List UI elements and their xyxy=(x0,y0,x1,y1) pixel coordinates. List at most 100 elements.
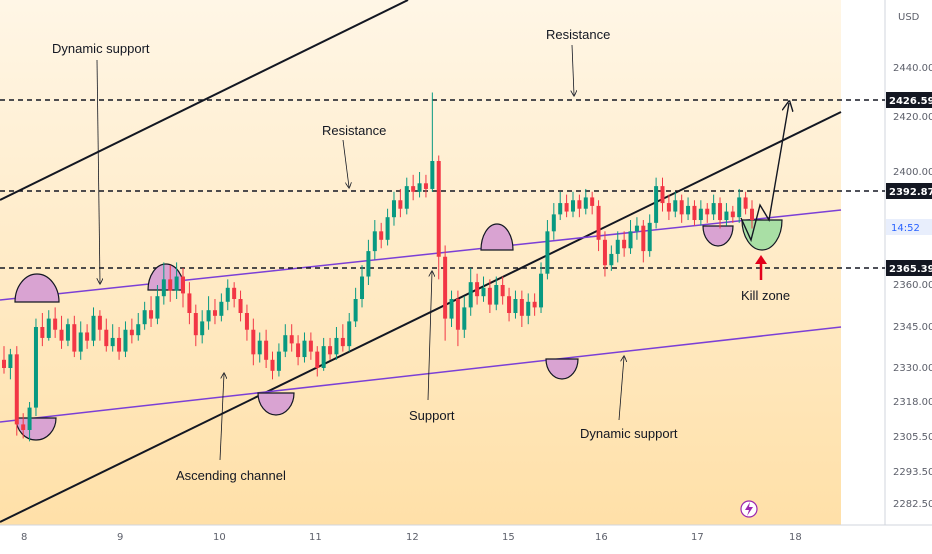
candle xyxy=(673,191,678,218)
candle xyxy=(276,343,281,377)
ascending-channel-upper-line[interactable] xyxy=(0,0,409,201)
candle xyxy=(200,310,205,344)
touch-marker-1 xyxy=(14,273,60,303)
candle xyxy=(78,321,83,360)
pointer-support xyxy=(427,272,432,401)
candle xyxy=(308,332,313,360)
candle xyxy=(161,262,166,305)
candle xyxy=(155,285,160,325)
candle xyxy=(372,220,377,260)
candle xyxy=(686,197,691,221)
candle xyxy=(366,239,371,285)
candle xyxy=(232,282,237,308)
candle xyxy=(251,318,256,366)
candle xyxy=(296,335,301,366)
candle xyxy=(340,324,345,352)
candle xyxy=(353,287,358,327)
candle xyxy=(2,346,6,374)
candlestick-series xyxy=(2,92,754,442)
candle xyxy=(391,191,396,226)
label-kill-zone: Kill zone xyxy=(741,288,790,303)
label-resistance-top: Resistance xyxy=(546,27,610,42)
ascending-channel-lower-line[interactable] xyxy=(0,111,842,523)
time-axis-panel[interactable] xyxy=(0,525,932,550)
price-tag-resistance-mid: 2392.875 xyxy=(886,183,932,199)
candle xyxy=(33,318,38,416)
touch-marker-5 xyxy=(480,223,514,251)
touch-marker-7 xyxy=(702,225,734,247)
time-tick-label: 12 xyxy=(406,532,419,543)
candle xyxy=(385,208,390,246)
candle xyxy=(110,324,115,352)
candle xyxy=(430,92,435,192)
time-tick-label: 8 xyxy=(21,532,27,543)
candle xyxy=(449,290,454,327)
candle xyxy=(85,324,90,349)
candle xyxy=(360,265,365,308)
price-tick-label: 2400.000 xyxy=(893,167,932,178)
touch-marker-6 xyxy=(545,358,579,380)
candle xyxy=(724,203,729,226)
candle xyxy=(513,290,518,319)
price-tick-label: 2360.000 xyxy=(893,280,932,291)
kill-zone-arrow-head-icon xyxy=(755,255,767,264)
candle xyxy=(455,290,460,347)
label-resistance-mid: Resistance xyxy=(322,123,386,138)
projected-path[interactable] xyxy=(740,103,789,243)
candle xyxy=(577,194,582,218)
candle xyxy=(417,172,422,198)
candle xyxy=(14,346,19,436)
candle xyxy=(596,200,601,252)
candle xyxy=(583,188,588,215)
candle xyxy=(666,194,671,221)
candle xyxy=(8,348,13,380)
candle xyxy=(206,296,211,330)
candle xyxy=(647,214,652,257)
svg-text:2365.395: 2365.395 xyxy=(889,264,932,275)
candle xyxy=(225,279,230,311)
candle xyxy=(692,200,697,226)
candle xyxy=(123,321,128,358)
price-tick-labels: 2440.000 2420.000 2400.000 2360.000 2345.000… xyxy=(893,63,932,510)
candle xyxy=(289,324,294,352)
price-tick-label: 2330.000 xyxy=(893,363,932,374)
price-tag-countdown: 14:52 xyxy=(886,219,932,235)
candle xyxy=(59,315,64,349)
candle xyxy=(743,191,748,215)
candle xyxy=(97,310,102,341)
svg-text:2426.590: 2426.590 xyxy=(889,96,932,107)
svg-text:2392.875: 2392.875 xyxy=(889,187,932,198)
candle xyxy=(193,304,198,347)
candle xyxy=(257,332,262,363)
time-tick-label: 9 xyxy=(117,532,123,543)
time-tick-label: 17 xyxy=(691,532,704,543)
touch-marker-3 xyxy=(15,417,57,441)
candle xyxy=(730,205,735,223)
candle xyxy=(539,262,544,313)
lightning-icon[interactable] xyxy=(740,500,758,518)
candle xyxy=(379,222,384,249)
candle xyxy=(270,351,275,380)
time-tick-labels: 8 9 10 11 12 15 16 17 18 xyxy=(21,532,802,543)
candle xyxy=(117,327,122,360)
label-dynamic-support-top: Dynamic support xyxy=(52,41,150,56)
candle xyxy=(404,177,409,215)
candle xyxy=(142,301,147,330)
pointer-dynamic-support-top xyxy=(96,59,100,283)
time-tick-label: 10 xyxy=(213,532,226,543)
candle xyxy=(238,290,243,322)
dynamic-support-lower-line[interactable] xyxy=(0,326,842,423)
candle xyxy=(641,220,646,263)
candle xyxy=(168,265,173,302)
candle xyxy=(72,315,77,358)
candle xyxy=(315,346,320,377)
touch-marker-4 xyxy=(257,392,295,416)
candle xyxy=(609,245,614,271)
candle xyxy=(283,324,288,358)
candle xyxy=(46,310,51,341)
candle xyxy=(705,203,710,223)
price-tick-label: 2305.500 xyxy=(893,432,932,443)
candle xyxy=(321,337,326,371)
